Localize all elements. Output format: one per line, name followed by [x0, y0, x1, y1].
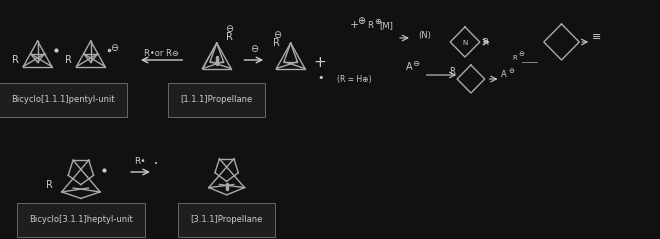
Text: R: R — [65, 55, 72, 65]
Text: ⊖: ⊖ — [250, 44, 258, 54]
Text: ⊖: ⊖ — [273, 30, 281, 40]
Text: [M]: [M] — [379, 21, 393, 30]
Text: ⊖: ⊖ — [412, 59, 419, 68]
Text: ⊖: ⊖ — [110, 43, 119, 53]
Text: R•or R⊖: R•or R⊖ — [144, 49, 179, 58]
Text: N: N — [463, 40, 468, 46]
Text: R: R — [273, 38, 280, 48]
Text: ⊕: ⊕ — [358, 16, 366, 26]
Text: R: R — [368, 21, 374, 30]
Text: ⊖: ⊖ — [226, 24, 234, 34]
Text: R•: R• — [134, 157, 146, 166]
Text: [1.1.1]Propellane: [1.1.1]Propellane — [181, 96, 253, 104]
Text: [3.1.1]Propellane: [3.1.1]Propellane — [191, 216, 263, 224]
Text: ≡: ≡ — [592, 32, 601, 42]
Text: A: A — [502, 70, 507, 79]
Text: +: + — [314, 54, 327, 70]
Text: ⊖: ⊖ — [518, 51, 524, 57]
Text: Bicyclo[3.1.1]heptyl-unit: Bicyclo[3.1.1]heptyl-unit — [29, 216, 133, 224]
Text: R: R — [482, 38, 488, 47]
Text: •: • — [154, 161, 158, 167]
Text: R: R — [449, 67, 455, 76]
Text: R: R — [226, 32, 233, 42]
Text: R: R — [512, 55, 517, 61]
Text: R: R — [12, 55, 19, 65]
Text: (R = H⊕): (R = H⊕) — [337, 75, 372, 84]
Text: ⊖: ⊖ — [508, 68, 514, 74]
Text: Bicyclo[1.1.1]pentyl-unit: Bicyclo[1.1.1]pentyl-unit — [11, 96, 115, 104]
Text: A: A — [406, 62, 412, 72]
Text: R: R — [46, 180, 53, 190]
Text: +: + — [350, 20, 359, 30]
Text: ⊕: ⊕ — [374, 17, 381, 26]
Text: •: • — [317, 73, 323, 83]
Text: (N): (N) — [418, 31, 432, 40]
